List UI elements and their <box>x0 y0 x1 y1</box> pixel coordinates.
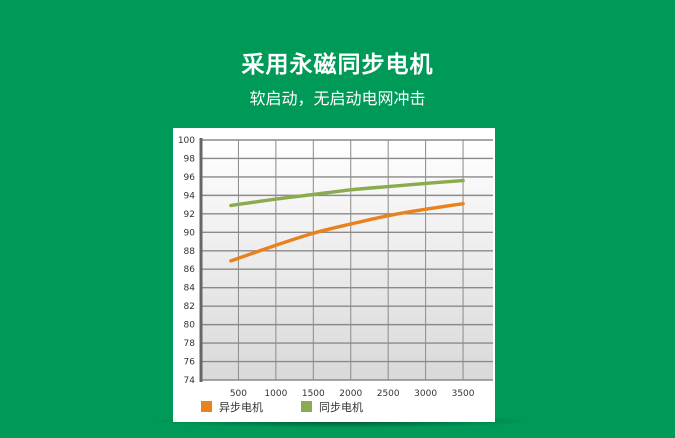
y-tick-label: 96 <box>184 173 196 183</box>
y-tick-label: 74 <box>184 376 196 386</box>
y-tick-label: 78 <box>184 339 196 349</box>
y-tick-label: 80 <box>184 321 196 331</box>
y-tick-label: 88 <box>184 247 196 257</box>
x-tick-label: 1500 <box>302 389 325 399</box>
efficiency-line-chart: 74 76 78 80 82 84 86 88 90 92 94 96 98 100 500 1000 1500… <box>178 136 493 414</box>
y-tick-label: 98 <box>184 154 196 164</box>
series-line-1 <box>229 202 465 263</box>
page-title: 采用永磁同步电机 <box>241 52 434 78</box>
y-tick-label: 100 <box>178 136 195 146</box>
x-tick-label: 3500 <box>452 389 475 399</box>
y-tick-label: 90 <box>184 228 196 238</box>
legend-swatch-1 <box>201 401 212 412</box>
y-tick-label: 84 <box>184 284 196 294</box>
x-tick-label: 500 <box>230 389 247 399</box>
y-tick-label: 76 <box>184 358 196 368</box>
y-tick-label: 82 <box>184 302 195 312</box>
x-tick-label: 1000 <box>264 389 287 399</box>
page-subtitle: 软启动，无启动电网冲击 <box>249 89 426 108</box>
x-tick-label: 3000 <box>414 389 437 399</box>
legend-swatch-2 <box>301 401 312 412</box>
legend-label-1: 异步电机 <box>219 400 263 414</box>
y-tick-label: 86 <box>184 265 196 275</box>
x-tick-label: 2500 <box>377 389 400 399</box>
legend-label-2: 同步电机 <box>319 400 363 414</box>
series-line-2 <box>229 178 465 208</box>
y-tick-label: 94 <box>184 191 196 201</box>
chart-card: 74 76 78 80 82 84 86 88 90 92 94 96 98 100 500 1000 1500… <box>173 128 495 422</box>
y-tick-label: 92 <box>184 210 195 220</box>
plot-area <box>201 140 493 380</box>
x-tick-label: 2000 <box>339 389 362 399</box>
